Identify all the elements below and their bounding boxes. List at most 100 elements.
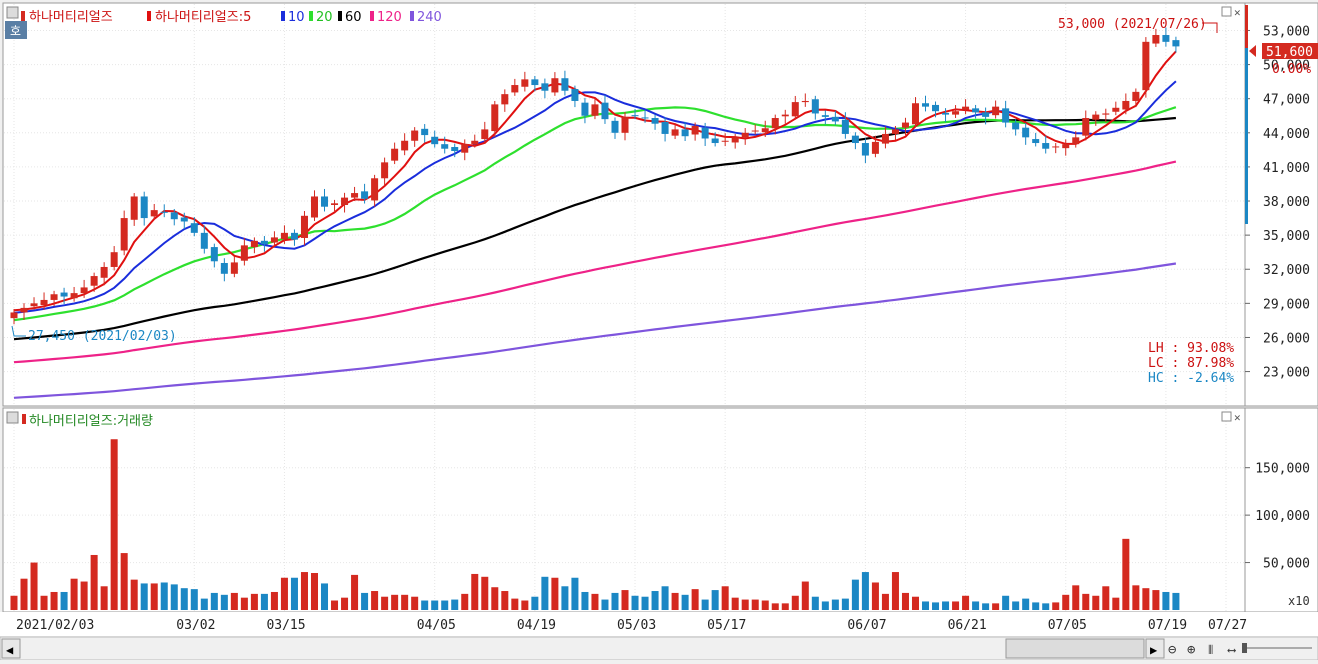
legend-series: 하나머티리얼즈 xyxy=(29,10,113,25)
volume-bar xyxy=(130,579,138,610)
volume-bar xyxy=(280,577,288,610)
volume-bar xyxy=(731,597,739,610)
volume-maximize-icon[interactable] xyxy=(1221,411,1232,422)
volume-bar xyxy=(310,573,319,610)
candle-body xyxy=(771,118,779,129)
candle-body xyxy=(341,197,349,205)
price-tag-box[interactable] xyxy=(5,21,27,39)
volume-bar xyxy=(871,582,879,610)
volume-bar xyxy=(1122,538,1130,610)
candle-body xyxy=(1002,108,1010,123)
ma120-line xyxy=(13,160,1177,364)
legend-ma60: 60 xyxy=(345,10,362,25)
date-tick-label: 07/19 xyxy=(1148,618,1187,633)
candle-body xyxy=(60,292,68,297)
volume-bar xyxy=(1162,591,1170,610)
candle-body xyxy=(1072,137,1080,145)
volume-bar xyxy=(1022,598,1030,610)
date-tick-label: 07/05 xyxy=(1048,618,1087,633)
volume-bar xyxy=(491,587,499,610)
scroll-right-button[interactable] xyxy=(1145,638,1165,659)
volume-bar xyxy=(1152,590,1160,610)
candle-body xyxy=(190,223,198,233)
candle-body xyxy=(751,130,759,132)
candle-body xyxy=(982,112,990,117)
volume-bar xyxy=(331,600,339,610)
candle-body xyxy=(781,114,789,117)
volume-bar xyxy=(791,595,799,610)
volume-bar xyxy=(521,600,529,610)
ma60-line xyxy=(13,116,1176,341)
candle-body xyxy=(50,294,58,300)
price-scroll-top[interactable] xyxy=(1245,5,1248,48)
candle-body xyxy=(841,119,849,134)
current-price: 51,600 xyxy=(1266,45,1313,60)
scroll-left-button[interactable] xyxy=(1,638,21,659)
legend-swatch-ma10 xyxy=(281,11,285,21)
volume-bar xyxy=(511,598,519,610)
price-scroll-indicator[interactable] xyxy=(1245,48,1248,224)
volume-close-icon[interactable]: ✕ xyxy=(1234,411,1241,424)
candle-body xyxy=(791,102,799,117)
candle-body xyxy=(992,106,1000,116)
zoom-in-icon[interactable]: ⊕ xyxy=(1187,642,1196,658)
volume-bar xyxy=(561,586,569,610)
stats-box: LH : 93.08% LC : 87.98% HC : -2.64% xyxy=(1148,341,1234,386)
candle-body xyxy=(100,266,108,278)
volume-bar xyxy=(1132,585,1140,610)
volume-bar xyxy=(10,595,18,610)
price-panel[interactable] xyxy=(2,2,1246,407)
volume-multiplier: x10 xyxy=(1288,594,1310,608)
volume-panel[interactable] xyxy=(2,407,1246,613)
maximize-icon[interactable] xyxy=(1221,6,1232,17)
volume-tick-label: 50,000 xyxy=(1263,557,1310,572)
volume-bar xyxy=(300,572,308,610)
volume-title: 하나머티리얼즈:거래량 xyxy=(29,414,153,429)
volume-bar xyxy=(200,598,208,610)
volume-bar xyxy=(1092,595,1100,610)
candle-body xyxy=(180,217,188,222)
date-tick-label: 2021/02/03 xyxy=(16,618,94,633)
volume-bar xyxy=(551,577,559,610)
volume-bar xyxy=(1082,593,1090,610)
volume-bar xyxy=(230,592,238,610)
volume-bar xyxy=(751,599,759,610)
candle-body xyxy=(761,128,769,133)
candle-body xyxy=(120,218,128,251)
volume-bar xyxy=(170,584,178,610)
volume-bar xyxy=(461,593,469,610)
volume-bar xyxy=(982,603,990,610)
candle-body xyxy=(972,108,980,113)
volume-menu-icon[interactable] xyxy=(6,411,19,424)
candle-body xyxy=(391,148,399,161)
range-slider-handle[interactable] xyxy=(1242,643,1247,653)
date-tick-label: 05/17 xyxy=(707,618,746,633)
candle-body xyxy=(691,125,699,135)
panel-menu-icon[interactable] xyxy=(6,6,19,19)
close-icon[interactable]: ✕ xyxy=(1234,6,1241,19)
range-slider-icon[interactable]: ⟷ xyxy=(1227,643,1236,657)
volume-bar xyxy=(781,603,789,610)
volume-bar xyxy=(290,577,298,610)
legend-swatch-ma20 xyxy=(309,11,313,21)
volume-bar xyxy=(371,591,379,610)
candle-body xyxy=(952,111,960,115)
low-annotation: 27,450 (2021/02/03) xyxy=(28,329,177,344)
candle-body xyxy=(10,312,18,319)
volume-bar xyxy=(401,594,409,610)
volume-bar xyxy=(150,583,158,610)
candle-body xyxy=(921,103,930,107)
scrollbar-thumb[interactable] xyxy=(1005,638,1145,659)
price-tick-label: 50,000 xyxy=(1263,59,1310,74)
volume-bar xyxy=(1102,586,1110,610)
candle-body xyxy=(1042,143,1050,149)
candle-body xyxy=(1052,146,1060,148)
zoom-out-icon[interactable]: ⊖ xyxy=(1168,642,1177,658)
candle-body xyxy=(801,100,809,103)
bar-spacing-icon[interactable]: ⦀ xyxy=(1208,643,1213,657)
stat-lh: LH : 93.08% xyxy=(1148,341,1234,356)
candle-body xyxy=(701,127,709,139)
candle-body xyxy=(521,79,529,87)
volume-bar xyxy=(471,573,479,610)
